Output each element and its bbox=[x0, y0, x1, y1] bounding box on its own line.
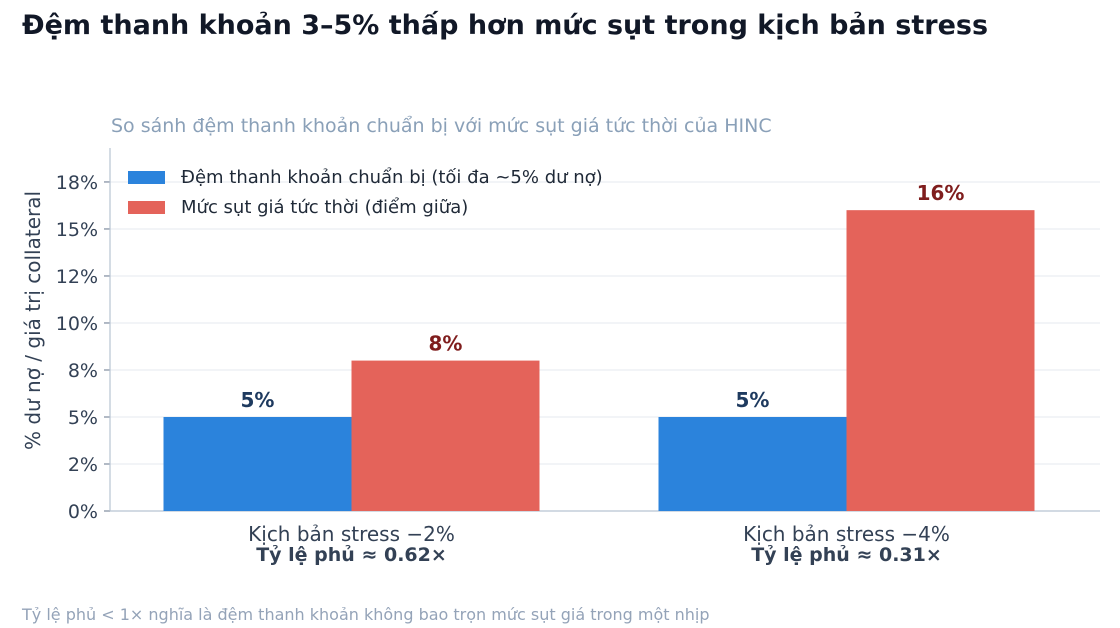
y-tick-label: 2% bbox=[68, 454, 98, 476]
legend-swatch-buffer bbox=[128, 170, 165, 184]
chart-title: Đệm thanh khoản 3–5% thấp hơn mức sụt tr… bbox=[22, 10, 989, 41]
y-axis-label: % dư nợ / giá trị collateral bbox=[21, 191, 45, 450]
bar-value-label: 5% bbox=[241, 388, 275, 412]
legend-item-drop: Mức sụt giá tức thời (điểm giữa) bbox=[128, 192, 603, 222]
y-tick-label: 18% bbox=[56, 172, 98, 194]
y-tick-label: 15% bbox=[56, 219, 98, 241]
x-tick-label: Kịch bản stress −2% bbox=[248, 522, 455, 546]
x-tick-label: Kịch bản stress −4% bbox=[743, 522, 950, 546]
bar bbox=[163, 416, 352, 511]
y-tick-label: 8% bbox=[68, 360, 98, 382]
y-tick-label: 5% bbox=[68, 407, 98, 429]
bar bbox=[351, 360, 540, 511]
legend-swatch-drop bbox=[128, 200, 165, 214]
coverage-ratio-label: Tỷ lệ phủ ≈ 0.62× bbox=[256, 544, 447, 566]
chart-footnote: Tỷ lệ phủ < 1× nghĩa là đệm thanh khoản … bbox=[22, 605, 710, 624]
bar bbox=[846, 210, 1035, 511]
legend-label-buffer: Đệm thanh khoản chuẩn bị (tối đa ~5% dư … bbox=[181, 166, 603, 188]
chart-legend: Đệm thanh khoản chuẩn bị (tối đa ~5% dư … bbox=[128, 162, 603, 222]
bar-value-label: 16% bbox=[917, 181, 965, 205]
y-tick-label: 10% bbox=[56, 313, 98, 335]
bar bbox=[658, 416, 847, 511]
coverage-ratio-label: Tỷ lệ phủ ≈ 0.31× bbox=[751, 544, 942, 566]
legend-item-buffer: Đệm thanh khoản chuẩn bị (tối đa ~5% dư … bbox=[128, 162, 603, 192]
bar-value-label: 5% bbox=[736, 388, 770, 412]
bar-value-label: 8% bbox=[429, 332, 463, 356]
y-tick-label: 0% bbox=[68, 501, 98, 523]
y-tick-label: 12% bbox=[56, 266, 98, 288]
chart-subtitle: So sánh đệm thanh khoản chuẩn bị với mức… bbox=[111, 115, 772, 137]
legend-label-drop: Mức sụt giá tức thời (điểm giữa) bbox=[181, 196, 469, 218]
